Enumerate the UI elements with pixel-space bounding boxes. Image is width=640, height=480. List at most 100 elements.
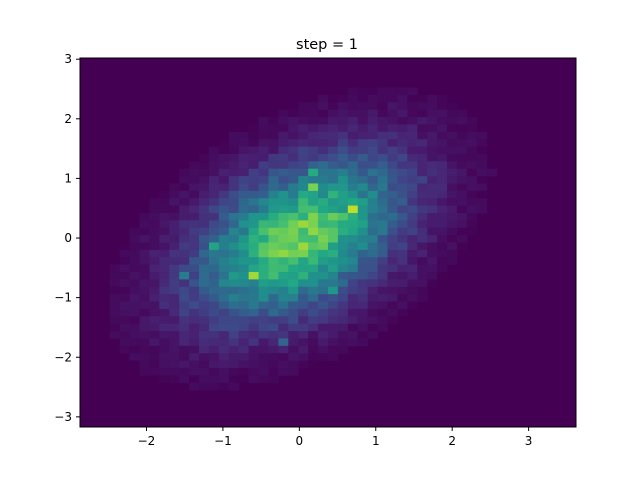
heatmap-cell <box>199 176 210 184</box>
heatmap-cell <box>208 198 220 206</box>
heatmap-cell <box>288 272 299 280</box>
heatmap-cell <box>228 264 240 273</box>
heatmap-cell <box>337 212 349 221</box>
heatmap-cell <box>308 353 319 361</box>
heatmap-cell <box>248 367 259 376</box>
heatmap-cell <box>208 153 220 162</box>
heatmap-cell <box>347 235 359 243</box>
heatmap-cell <box>298 220 309 229</box>
heatmap-cell <box>367 286 378 295</box>
heatmap-cell <box>427 117 438 125</box>
heatmap-cell <box>298 183 309 192</box>
heatmap-cell <box>199 183 210 192</box>
heatmap-cell <box>308 220 319 229</box>
heatmap-cell <box>218 235 230 243</box>
heatmap-cell <box>238 338 250 347</box>
heatmap-cell <box>298 102 309 111</box>
heatmap-cell <box>318 294 329 302</box>
heatmap-cell <box>337 308 349 317</box>
heatmap-cell <box>328 316 339 325</box>
heatmap-cell <box>208 264 220 273</box>
heatmap-cell <box>149 220 160 229</box>
heatmap-cell <box>139 316 150 325</box>
heatmap-cell <box>298 345 309 354</box>
heatmap-cell <box>427 264 438 273</box>
heatmap-cell <box>208 161 220 170</box>
heatmap-cell <box>258 249 269 258</box>
heatmap-cell <box>268 198 279 206</box>
heatmap-cell <box>149 235 160 243</box>
heatmap-cell <box>347 139 359 147</box>
heatmap-cell <box>377 235 388 243</box>
heatmap-cell <box>298 124 309 133</box>
heatmap-cell <box>397 279 408 288</box>
heatmap-cell <box>437 272 448 280</box>
heatmap-cell <box>456 124 468 133</box>
heatmap-cell <box>318 146 329 155</box>
heatmap-cell <box>228 367 240 376</box>
heatmap-cell <box>367 264 378 273</box>
heatmap-cell <box>357 338 369 347</box>
heatmap-cell <box>288 316 299 325</box>
heatmap-cell <box>387 249 398 258</box>
heatmap-cell <box>367 257 378 266</box>
heatmap-cell <box>308 279 319 288</box>
heatmap-cell <box>318 242 329 251</box>
heatmap-cell <box>189 249 200 258</box>
heatmap-cell <box>318 220 329 229</box>
heatmap-cell <box>169 190 180 199</box>
heatmap-cell <box>308 294 319 302</box>
heatmap-cell <box>308 190 319 199</box>
heatmap-cell <box>189 294 200 302</box>
heatmap-cell <box>476 176 488 184</box>
heatmap-cell <box>387 272 398 280</box>
heatmap-cell <box>328 286 339 295</box>
heatmap-cell <box>278 257 289 266</box>
heatmap-cell <box>417 117 428 125</box>
heatmap-cell <box>377 176 388 184</box>
heatmap-cell <box>139 331 150 339</box>
heatmap-cell <box>298 205 309 214</box>
heatmap-cell <box>466 146 478 155</box>
heatmap-cell <box>298 146 309 155</box>
heatmap-cell <box>218 382 230 391</box>
heatmap-cell <box>189 338 200 347</box>
heatmap-cell <box>328 117 339 125</box>
heatmap-cell <box>288 286 299 295</box>
heatmap-cell <box>476 161 488 170</box>
heatmap-cell <box>318 249 329 258</box>
heatmap-cell <box>238 153 250 162</box>
heatmap-cell <box>328 301 339 310</box>
heatmap-cell <box>298 227 309 236</box>
heatmap-cell <box>437 124 448 133</box>
heatmap-cell <box>278 183 289 192</box>
heatmap-cell <box>268 264 279 273</box>
heatmap-cell <box>149 198 160 206</box>
heatmap-cell <box>228 212 240 221</box>
heatmap-cell <box>278 205 289 214</box>
heatmap-cell <box>328 153 339 162</box>
heatmap-cell <box>189 227 200 236</box>
heatmap-cell <box>387 279 398 288</box>
heatmap-cell <box>387 316 398 325</box>
heatmap-cell <box>278 161 289 170</box>
heatmap-cell <box>387 146 398 155</box>
heatmap-cell <box>238 198 250 206</box>
heatmap-cell <box>278 323 289 332</box>
heatmap-cell <box>169 249 180 258</box>
heatmap-cell <box>208 338 220 347</box>
heatmap-cell <box>278 176 289 184</box>
heatmap-cell <box>189 212 200 221</box>
heatmap-cell <box>218 331 230 339</box>
heatmap-cell <box>337 168 349 177</box>
heatmap-cell <box>466 124 478 133</box>
heatmap-cell <box>159 323 170 332</box>
heatmap-cell <box>109 301 121 310</box>
heatmap-cell <box>208 323 220 332</box>
heatmap-cell <box>238 331 250 339</box>
heatmap-cell <box>427 220 438 229</box>
heatmap-cell <box>179 183 190 192</box>
heatmap-cell <box>328 272 339 280</box>
heatmap-cell <box>328 345 339 354</box>
heatmap-cell <box>139 249 150 258</box>
